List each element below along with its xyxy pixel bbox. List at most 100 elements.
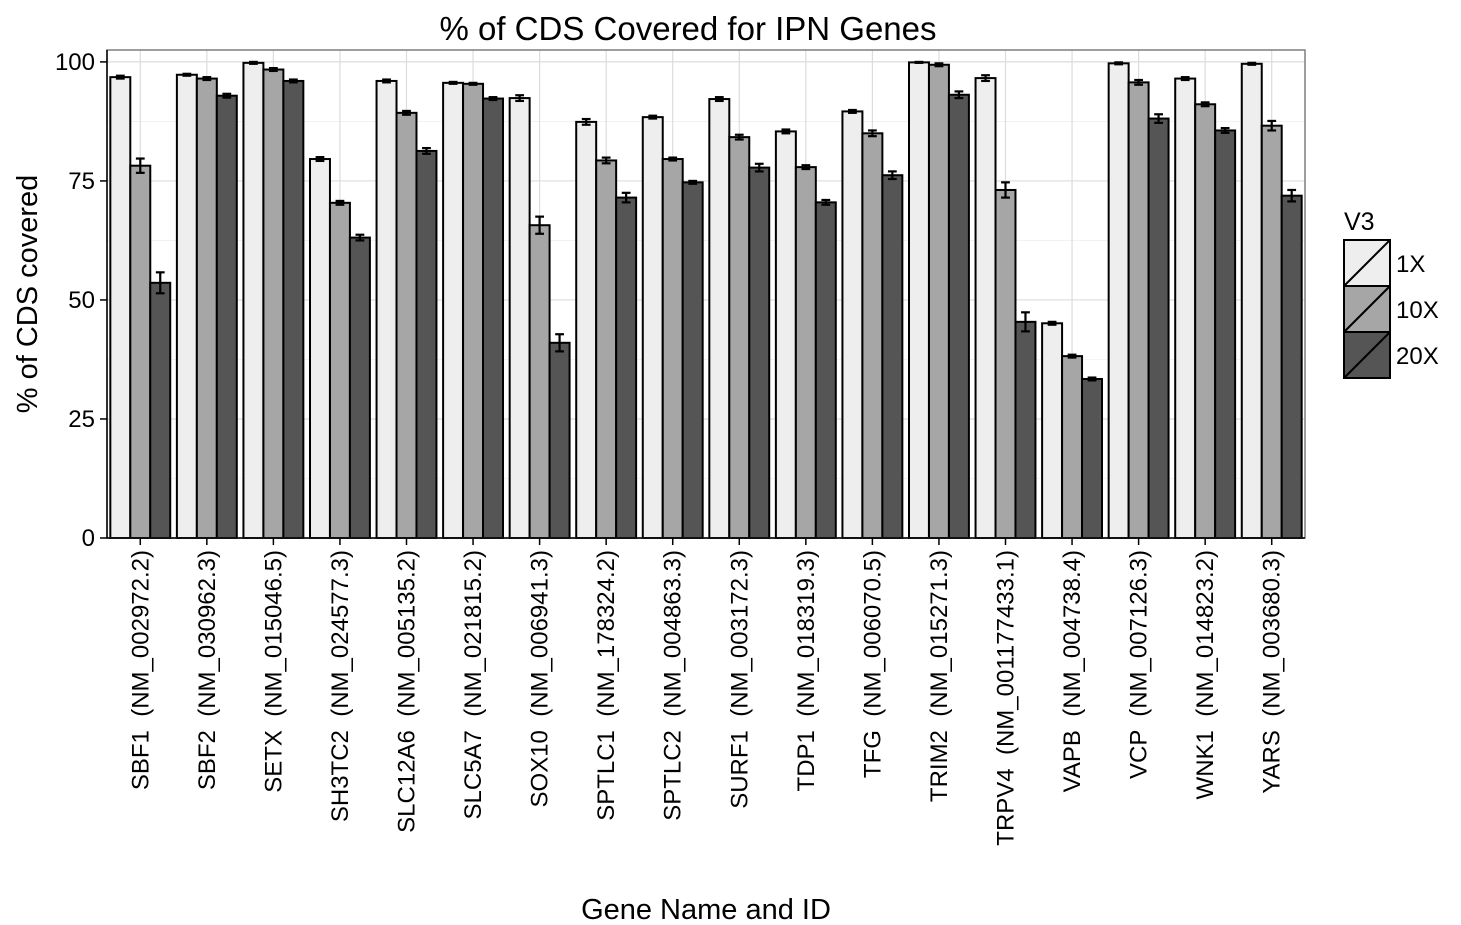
bar-10X-18 [1260,124,1283,539]
bar-10X-15 [1061,355,1084,539]
error-bar-10X-13 [934,62,944,68]
x-tick-label: SBF1 (NM_002972.2) [127,550,154,790]
bar-1X-7 [508,97,531,540]
error-bar-1X-17 [1180,76,1190,82]
bar-10X-10 [728,136,751,539]
x-tick-label: SPTLC2 (NM_004863.3) [660,550,687,821]
legend: V3 1X 10X 20X [1343,208,1439,379]
error-bar-1X-5 [382,78,391,84]
x-tick-label: VCP (NM_007126.3) [1126,550,1153,779]
error-bar-20X-6 [488,96,498,102]
bar-20X-8 [615,196,638,539]
plot-panel [107,50,1305,538]
error-bar-1X-6 [448,80,458,85]
x-tick-label: SETX (NM_015046.5) [260,550,287,793]
error-bar-1X-7 [515,94,525,103]
bar-1X-16 [1107,62,1130,540]
error-bar-1X-2 [182,72,192,77]
bar-1X-11 [774,130,797,539]
x-tick-label: TDP1 (NM_018319.3) [793,550,820,791]
bar-1X-14 [974,77,997,539]
bar-1X-8 [575,120,598,540]
error-bar-10X-15 [1067,353,1077,359]
bar-10X-6 [462,82,485,540]
bar-1X-17 [1174,77,1197,539]
bar-10X-12 [861,132,884,539]
legend-label: 1X [1396,251,1425,278]
bar-10X-11 [794,166,817,539]
x-tick-label: WNK1 (NM_014823.2) [1192,550,1219,799]
bar-20X-17 [1214,129,1237,540]
x-tick-label: SOX10 (NM_006941.3) [527,550,554,807]
x-tick-label: TRIM2 (NM_015271.3) [926,550,953,802]
error-bar-20X-17 [1220,126,1230,134]
bar-10X-14 [994,188,1017,539]
error-bar-10X-7 [535,215,545,235]
error-bar-20X-2 [222,92,232,99]
error-bar-10X-6 [468,81,478,86]
legend-label: 10X [1396,297,1439,324]
error-bar-10X-16 [1134,78,1144,86]
x-tick-label: VAPB (NM_004738.4) [1059,550,1086,792]
error-bar-20X-16 [1154,113,1163,124]
bar-20X-7 [548,341,571,539]
chart-title: % of CDS Covered for IPN Genes [439,10,936,47]
y-tick-label: 25 [68,406,95,433]
y-axis-title: % of CDS covered [12,175,44,414]
error-bar-1X-13 [914,60,924,64]
error-bar-10X-18 [1267,119,1277,132]
bar-1X-10 [708,98,731,539]
error-bar-20X-10 [754,162,764,173]
legend-item-1X: 1X [1343,239,1425,287]
x-tick-label: SBF2 (NM_030962.3) [194,550,221,790]
error-bar-1X-3 [249,60,258,65]
bar-1X-4 [308,158,331,539]
bar-20X-10 [748,166,771,539]
error-bar-1X-14 [981,74,990,83]
bar-20X-9 [681,181,704,539]
error-bar-20X-14 [1021,311,1030,333]
bar-10X-4 [328,201,351,539]
error-bar-20X-12 [887,170,897,181]
error-bar-10X-3 [268,66,278,73]
error-bar-10X-4 [335,199,345,206]
error-bar-10X-10 [734,133,744,141]
legend-key-slash [1343,239,1391,287]
error-bar-20X-5 [422,146,431,155]
error-bar-10X-14 [1001,181,1010,199]
error-bar-20X-4 [355,233,365,242]
bar-10X-2 [195,77,218,539]
bar-20X-18 [1280,194,1303,539]
y-tick-label: 50 [68,287,95,314]
bar-20X-15 [1081,377,1104,540]
y-tick-label: 100 [55,49,95,76]
y-axis: 0 25 50 75 100 [55,49,108,552]
bar-1X-1 [109,76,132,539]
bar-20X-3 [282,79,305,539]
error-bar-1X-4 [315,156,325,163]
error-bar-1X-15 [1047,320,1057,326]
error-bar-20X-11 [821,198,831,206]
bar-10X-16 [1127,81,1150,539]
error-bar-10X-17 [1200,101,1210,108]
bar-1X-13 [907,61,930,539]
bar-1X-18 [1240,62,1263,540]
bar-10X-7 [528,224,551,540]
bar-20X-6 [482,97,505,539]
bar-20X-1 [149,281,172,539]
bar-10X-9 [661,158,684,539]
error-bar-1X-11 [781,128,791,135]
legend-key-slash [1343,285,1391,333]
x-tick-label: SURF1 (NM_003172.3) [726,550,753,809]
x-tick-label: SLC5A7 (NM_021815.2) [460,550,487,819]
bar-1X-9 [641,116,664,539]
bar-10X-5 [395,111,418,539]
bar-20X-13 [947,93,970,539]
bar-1X-12 [841,110,864,539]
x-axis: SBF1 (NM_002972.2) SBF2 (NM_030962.3) SETX… [107,537,1305,846]
error-bar-20X-18 [1287,188,1297,203]
bar-20X-4 [348,236,371,540]
x-tick-label: TRPV4 (NM_001177433.1) [993,550,1020,846]
y-tick-label: 0 [82,525,95,552]
error-bar-10X-12 [867,129,877,138]
